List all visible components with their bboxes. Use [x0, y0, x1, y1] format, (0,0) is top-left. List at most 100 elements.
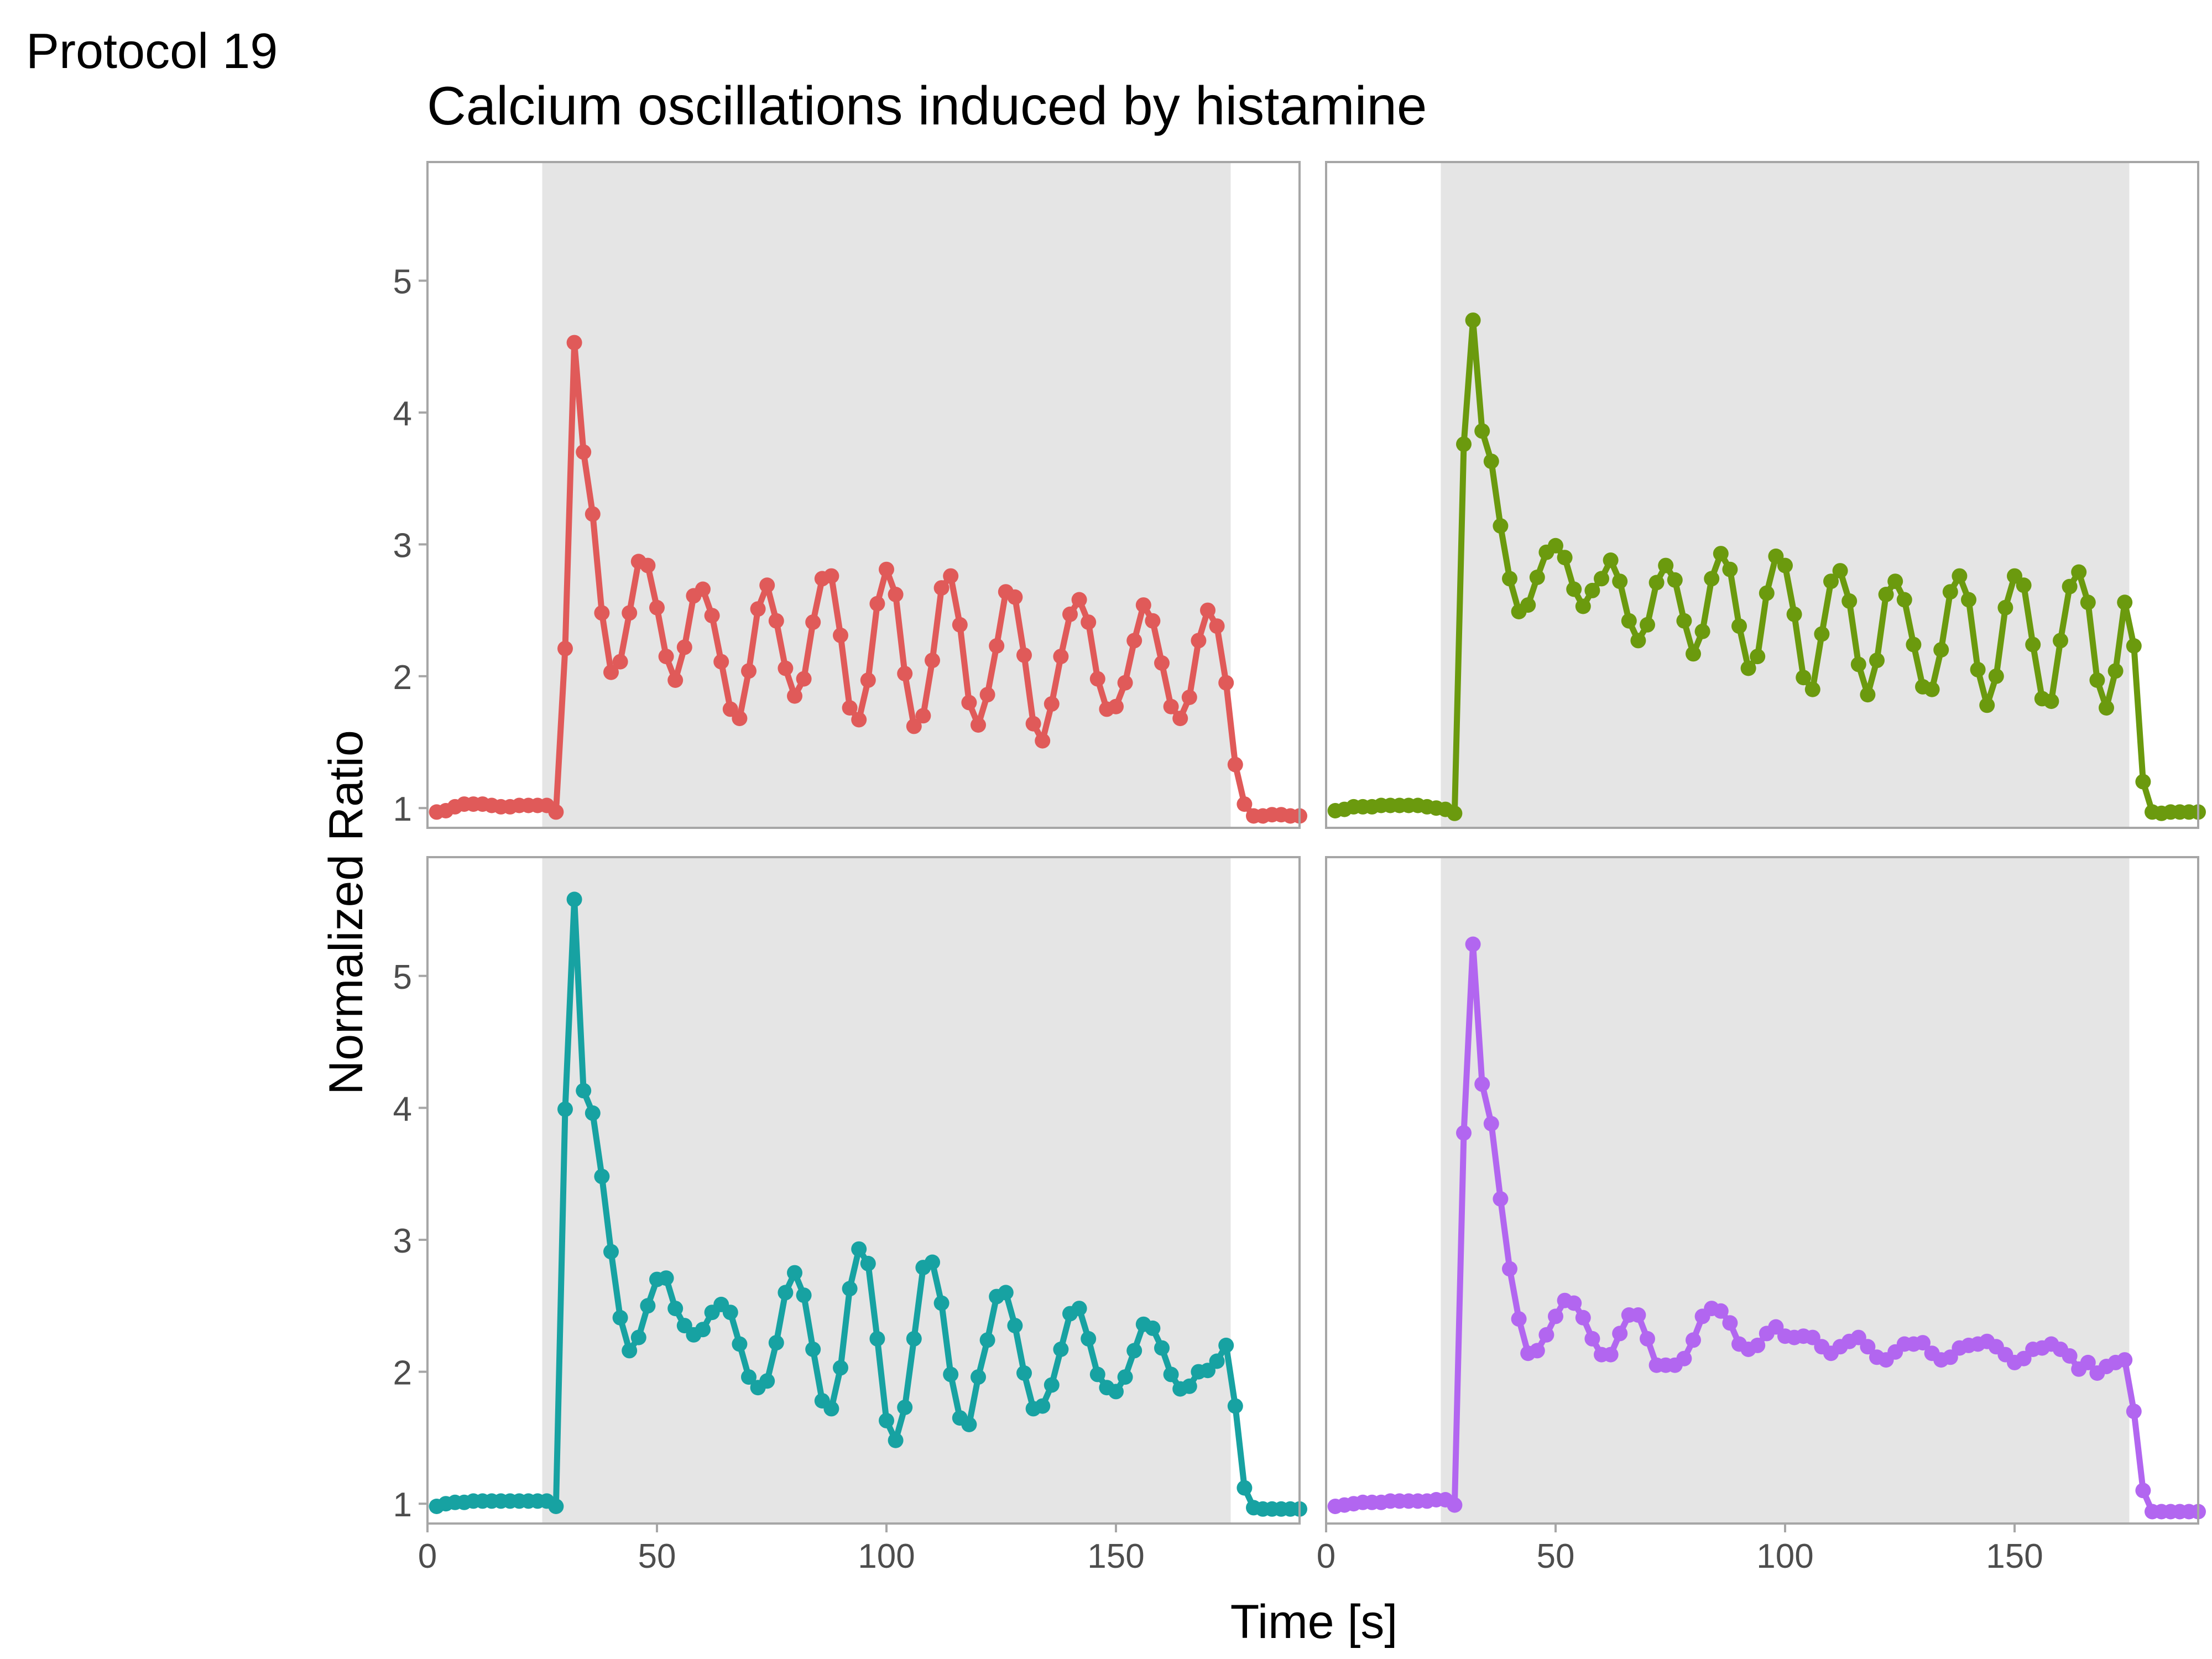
data-point [1750, 1337, 1766, 1353]
data-point [1529, 1343, 1545, 1359]
data-point [1209, 1353, 1225, 1369]
data-point [1640, 617, 1655, 633]
data-point [1915, 1335, 1931, 1351]
data-point [1493, 518, 1509, 534]
y-tick-label: 2 [393, 659, 412, 697]
data-point [1218, 675, 1234, 691]
data-point [971, 1369, 986, 1385]
data-point [2135, 1483, 2151, 1499]
x-tick-label: 50 [638, 1537, 676, 1575]
data-point [1722, 1315, 1738, 1331]
data-point [1557, 550, 1573, 566]
data-point [971, 717, 986, 733]
data-point [2053, 633, 2068, 649]
data-point [979, 1332, 995, 1348]
data-point [1502, 571, 1517, 587]
data-point [1117, 675, 1133, 691]
data-point [676, 639, 692, 655]
data-point [1007, 1318, 1023, 1334]
data-point [759, 1373, 775, 1389]
data-point [906, 718, 922, 734]
data-point [1850, 656, 1866, 672]
data-point [1878, 587, 1894, 602]
stimulus-region [1441, 162, 2130, 828]
y-axis-label: Normalized Ratio [320, 730, 373, 1095]
data-point [1191, 633, 1207, 649]
y-tick-label: 5 [393, 958, 412, 997]
data-point [1474, 423, 1490, 439]
data-point [1447, 1497, 1463, 1513]
data-point [1603, 1347, 1619, 1363]
data-point [796, 671, 812, 687]
data-point [1126, 1343, 1142, 1359]
data-point [925, 1254, 940, 1270]
data-point [796, 1287, 812, 1303]
data-point [879, 1412, 894, 1428]
data-point [1832, 563, 1848, 579]
data-point [1181, 1378, 1197, 1394]
data-point [566, 891, 582, 907]
data-point [695, 1322, 711, 1338]
data-point [713, 654, 729, 670]
data-point [2117, 1352, 2133, 1368]
data-point [1081, 1331, 1097, 1347]
data-point [1035, 733, 1051, 749]
data-point [915, 708, 931, 724]
data-point [732, 1336, 748, 1352]
y-tick-label: 1 [393, 790, 412, 828]
data-point [1694, 623, 1710, 639]
y-tick-label: 2 [393, 1354, 412, 1392]
data-point [952, 617, 968, 633]
data-point [1648, 575, 1665, 591]
data-point [1117, 1369, 1133, 1385]
data-point [2016, 577, 2032, 593]
data-point [548, 804, 564, 820]
data-point [1750, 649, 1766, 665]
data-point [1089, 1366, 1105, 1383]
data-point [2089, 672, 2105, 688]
data-point [1016, 1365, 1032, 1381]
data-point [1044, 696, 1060, 712]
data-point [2080, 1354, 2096, 1370]
data-point [1548, 1308, 1563, 1324]
data-point [1181, 690, 1197, 705]
data-point [1686, 646, 1701, 662]
x-tick-label: 50 [1537, 1537, 1575, 1575]
panel-1: 1 2 3 4 5 [393, 161, 1307, 829]
data-point [842, 700, 858, 716]
data-point [1584, 1331, 1600, 1347]
data-point [576, 444, 592, 460]
data-point [1713, 546, 1729, 562]
data-point [658, 1270, 674, 1286]
data-point [933, 1295, 950, 1311]
data-point [759, 577, 775, 593]
y-tick-label: 1 [393, 1486, 412, 1524]
data-point [695, 581, 711, 597]
data-point [1108, 698, 1124, 714]
data-point [640, 557, 656, 573]
data-point [869, 1331, 885, 1347]
panel-border [1325, 161, 2199, 829]
data-point [2043, 693, 2059, 709]
data-point [1053, 649, 1069, 665]
panel-border [426, 161, 1301, 829]
data-point [2135, 774, 2151, 790]
data-point [989, 638, 1005, 654]
data-point [1053, 1342, 1069, 1357]
data-point [667, 672, 684, 688]
data-point [1860, 687, 1876, 703]
data-point [933, 580, 950, 596]
data-point [1860, 1339, 1876, 1355]
data-point [1135, 597, 1151, 613]
data-point [1575, 598, 1591, 614]
y-tick-label: 3 [393, 1222, 412, 1260]
data-point [1603, 552, 1619, 568]
data-point [1016, 647, 1032, 663]
data-point [1089, 671, 1105, 687]
data-point [1823, 573, 1839, 589]
data-point [1566, 581, 1582, 597]
data-point [1740, 660, 1756, 676]
data-point [1483, 453, 1499, 469]
data-point [2080, 594, 2096, 611]
data-point [640, 1298, 656, 1314]
